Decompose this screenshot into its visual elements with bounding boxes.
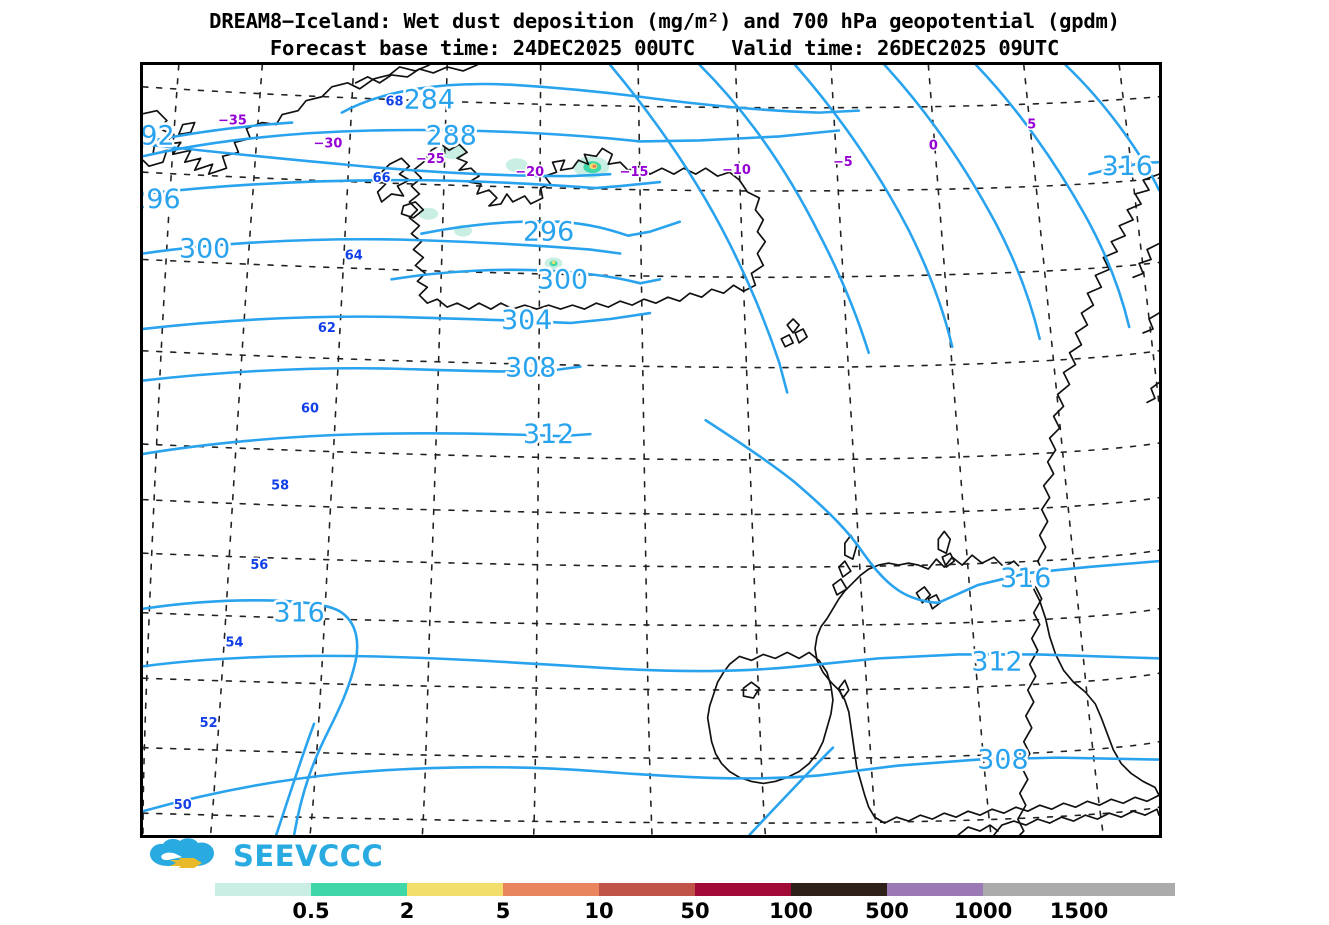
contour-316-north: [1088, 160, 1159, 176]
contour-296: [143, 178, 662, 196]
lat-label-60: 60: [301, 401, 319, 416]
lat-label-58: 58: [271, 479, 289, 494]
contour-292: [143, 121, 294, 144]
contour-316-curl: [292, 611, 359, 835]
colorbar-tick-0.5: 0.5: [292, 899, 330, 923]
colorbar-segment-5: [695, 883, 791, 896]
contour-label-296-left: 296: [143, 184, 181, 215]
geopotential-contour-layer: [143, 65, 1159, 835]
contour-312-south: [143, 653, 1159, 673]
colorbar-segment-3: [503, 883, 599, 896]
lon-label-minus20: −20: [515, 165, 544, 180]
colorbar-tick-1500: 1500: [1049, 899, 1109, 923]
coastline-great-britain: [814, 554, 1159, 824]
colorbar-segment-0: [215, 883, 311, 896]
coastline-shetland: [937, 530, 952, 555]
contour-label-300-iceland: 300: [537, 264, 588, 295]
colorbar-tick-100: 100: [769, 899, 813, 923]
contour-300: [143, 237, 622, 255]
title-line-1: DREAM8−Iceland: Wet dust deposition (mg/…: [209, 9, 1120, 33]
lon-label-minus15: −15: [620, 165, 649, 180]
contour-label-308-south: 308: [977, 745, 1028, 776]
contour-label-296-iceland: 296: [523, 217, 574, 248]
coastline-greenland: [143, 65, 431, 175]
contour-label-288: 288: [426, 120, 477, 151]
latitude-gridlines: [143, 86, 1159, 824]
lon-label-minus30: −30: [314, 136, 343, 151]
colorbar-segment-4: [599, 883, 695, 896]
coastline-iceland: [408, 143, 767, 310]
lat-label-62: 62: [318, 321, 336, 336]
coastline-ireland: [706, 651, 834, 785]
coastline-norway: [1016, 173, 1159, 835]
lon-label-0: 0: [929, 138, 938, 153]
map-canvas[interactable]: 284 288 292 296 296 300 300 304 308 312 …: [143, 65, 1159, 835]
colorbar-segment-1: [311, 883, 407, 896]
lat-label-66: 66: [373, 171, 391, 186]
contour-label-316-scotland: 316: [1000, 563, 1051, 594]
contour-label-312-england: 312: [971, 646, 1022, 677]
lat-label-56: 56: [250, 558, 268, 573]
contour-284: [340, 82, 861, 114]
coastline-faroe: [786, 318, 800, 334]
lat-label-64: 64: [345, 248, 363, 263]
contour-308: [143, 365, 582, 382]
lon-label-minus10: −10: [722, 163, 751, 178]
contour-label-284: 284: [404, 85, 455, 116]
colorbar-tick-500: 500: [865, 899, 909, 923]
lat-label-52: 52: [200, 716, 218, 731]
cloud-arrow-icon: [148, 838, 226, 874]
lat-label-50: 50: [174, 798, 192, 813]
contour-label-316-ne: 316: [1102, 151, 1153, 182]
contour-label-304: 304: [501, 305, 552, 336]
title-line-2: Forecast base time: 24DEC2025 00UTC Vali…: [269, 35, 1060, 60]
colorbar-tick-2: 2: [399, 899, 415, 923]
contour-labels: 284 288 292 296 296 300 300 304 308 312 …: [143, 82, 1155, 778]
contour-304: [143, 311, 652, 331]
colorbar-gradient: [215, 883, 1175, 896]
lat-label-68: 68: [386, 95, 404, 110]
colorbar-tick-1000: 1000: [953, 899, 1013, 923]
contour-label-316-sw: 316: [273, 598, 324, 629]
contour-label-308: 308: [505, 353, 556, 384]
contour-312: [143, 432, 592, 456]
colorbar-segment-8: [983, 883, 1079, 896]
colorbar-tick-10: 10: [584, 899, 614, 923]
colorbar-tick-5: 5: [495, 899, 511, 923]
contour-288: [143, 128, 841, 158]
lon-label-minus5: −5: [833, 155, 853, 170]
lon-label-minus35: −35: [218, 114, 247, 129]
colorbar-segment-6: [791, 883, 887, 896]
coastline-france: [993, 808, 1159, 835]
colorbar-tick-labels: 0.5 2 5 10 50 100 500 1000 1500: [215, 899, 1175, 925]
deposition-shading-layer: [418, 143, 610, 270]
page-title: DREAM8−Iceland: Wet dust deposition (mg/…: [0, 8, 1329, 61]
map-panel[interactable]: 284 288 292 296 296 300 300 304 308 312 …: [140, 62, 1162, 838]
lon-label-5: 5: [1027, 118, 1036, 133]
contour-label-292: 292: [143, 120, 175, 151]
coastline-isle-of-man: [838, 679, 850, 699]
seevccc-logo[interactable]: SEEVCCC: [148, 836, 383, 876]
colorbar-tick-50: 50: [680, 899, 710, 923]
cloud-icon-svg: [150, 838, 214, 868]
logo-text: SEEVCCC: [233, 839, 384, 873]
latitude-labels: 68 66 64 62 60 58 56 54 52 50: [172, 93, 405, 814]
lon-label-minus25: −25: [416, 152, 445, 167]
contour-308-south: [143, 756, 1159, 813]
colorbar-segment-7: [887, 883, 983, 896]
longitude-labels: −35 −30 −25 −20 −15 −10 −5 0 5: [217, 112, 1038, 182]
contour-label-300-left: 300: [179, 234, 230, 265]
colorbar-segment-9: [1079, 883, 1175, 896]
contour-label-312: 312: [523, 419, 574, 450]
colorbar-segment-2: [407, 883, 503, 896]
coastline-hebrides: [844, 534, 858, 560]
lat-label-54: 54: [225, 635, 243, 650]
colorbar[interactable]: 0.5 2 5 10 50 100 500 1000 1500: [215, 883, 1175, 925]
